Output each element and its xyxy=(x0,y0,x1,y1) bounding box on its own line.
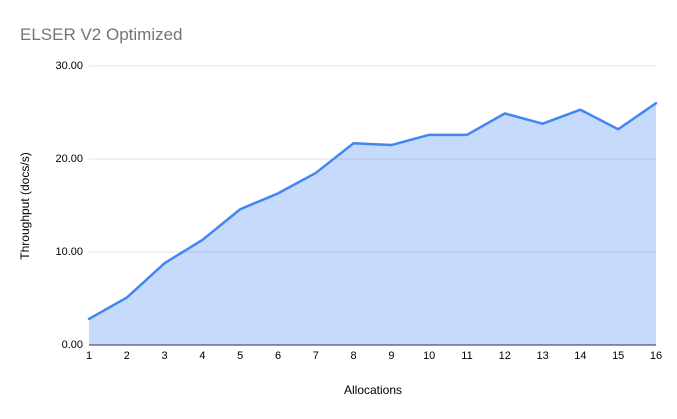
x-tick-label: 16 xyxy=(649,350,663,362)
x-tick-label: 12 xyxy=(498,350,511,362)
x-tick-label: 3 xyxy=(161,350,168,362)
x-tick-label: 10 xyxy=(423,350,436,362)
chart-title: ELSER V2 Optimized xyxy=(20,25,183,44)
x-tick-label: 14 xyxy=(574,350,587,362)
x-tick-label: 11 xyxy=(461,350,473,362)
x-tick-label: 6 xyxy=(274,350,282,362)
x-tick-label: 8 xyxy=(350,350,357,362)
x-tick-label: 2 xyxy=(123,350,130,362)
y-tick-label: 0.00 xyxy=(61,339,83,351)
x-tick-label: 1 xyxy=(85,350,93,362)
y-axis-title: Throughput (docs/s) xyxy=(18,152,32,260)
y-tick-label: 30.00 xyxy=(55,60,83,72)
series-line xyxy=(87,101,658,321)
area-fill xyxy=(89,103,656,345)
x-tick-label: 13 xyxy=(536,350,549,362)
x-tick-label: 9 xyxy=(388,350,395,362)
x-tick-label: 5 xyxy=(237,350,244,362)
x-tick-label: 15 xyxy=(612,350,625,362)
y-tick-label: 10.00 xyxy=(55,246,83,258)
x-tick-label: 7 xyxy=(312,350,319,362)
x-axis-title: Allocations xyxy=(343,383,403,397)
y-tick-label: 20.00 xyxy=(55,153,83,165)
x-tick-label: 4 xyxy=(199,350,206,362)
